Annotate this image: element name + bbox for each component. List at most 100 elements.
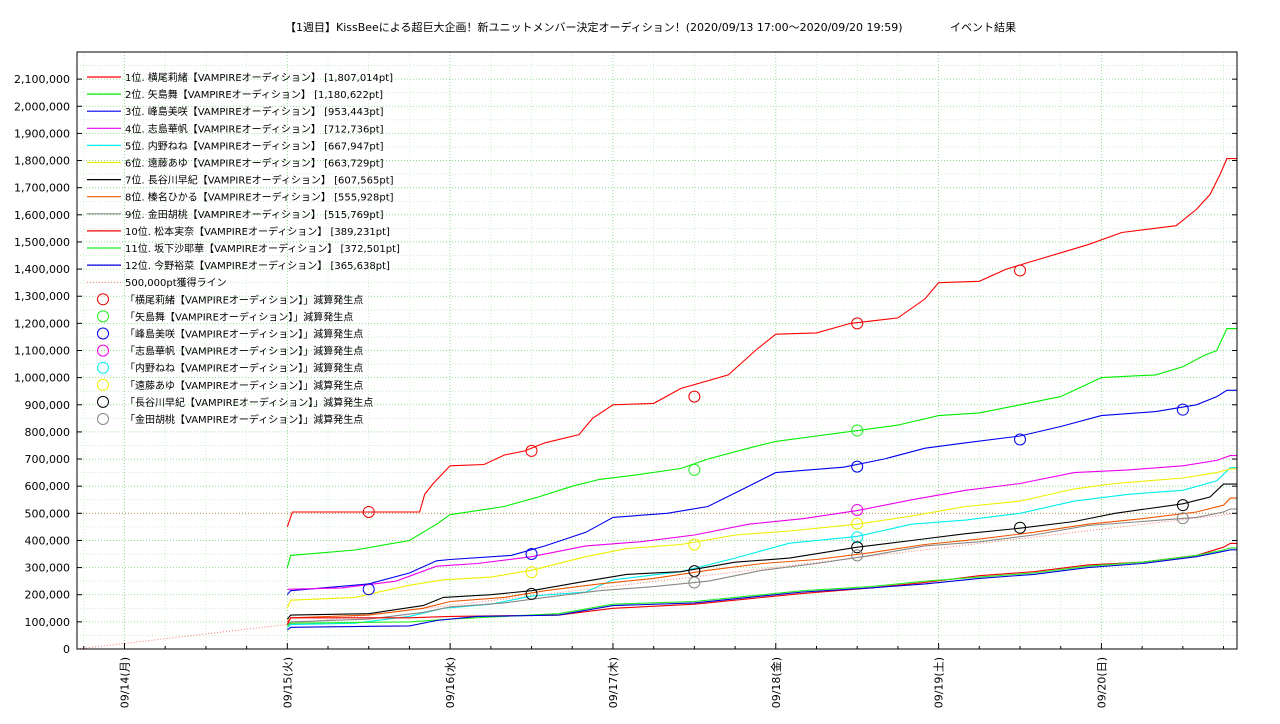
x-tick-label: 09/18(金) [769,657,783,708]
legend-label-5: 5位. 内野ねね【VAMPIREオーディション】 [667,947pt] [125,139,384,152]
deduction-marker-1 [362,505,375,518]
legend-label-6: 6位. 遠藤あゆ【VAMPIREオーディション】 [663,729pt] [125,157,384,170]
y-tick-label: 1,700,000 [14,182,70,195]
y-tick-label: 0 [63,643,70,656]
y-tick-label: 1,600,000 [14,209,70,222]
axes: 0 100,000 200,000 300,000 400,000 500,000 600,… [14,51,1238,708]
legend-label-target: 500,000pt獲得ライン [125,276,227,289]
series-line-4 [287,455,1237,590]
y-tick-label: 700,000 [25,453,71,466]
deduction-marker-3 [1176,403,1189,416]
grid [77,52,1237,649]
y-tick-label: 1,000,000 [14,372,70,385]
x-tick-label: 09/19(土) [933,657,946,708]
plot-frame [76,51,1238,650]
x-tick-label: 09/17(木) [607,657,620,708]
deduction-marker-7 [1176,499,1189,512]
legend-marker-4 [97,344,109,357]
legend-marker-label-1: 「横尾莉緒【VAMPIREオーディション】」減算発生点 [125,293,363,306]
series-lines [286,158,1237,631]
deduction-marker-3 [851,460,864,473]
legend: 1位. 横尾莉緒【VAMPIREオーディション】 [1,807,014pt] 2位… [87,71,400,426]
legend-marker-3 [97,327,109,340]
legend-label-2: 2位. 矢島舞【VAMPIREオーディション】 [1,180,622pt] [125,88,383,101]
series-line-9 [286,508,1237,626]
y-tick-label: 1,100,000 [14,345,70,358]
deduction-marker-3 [525,548,538,561]
legend-marker-label-6: 「遠藤あゆ【VAMPIREオーディション】」減算発生点 [125,379,363,392]
y-tick-label: 1,300,000 [14,290,70,303]
deduction-marker-3 [1014,433,1027,446]
series-line-1 [286,158,1237,528]
y-tick-label: 100,000 [25,616,71,629]
x-tick-label: 09/14(月) [118,657,131,708]
deduction-marker-3 [362,583,375,596]
deduction-marker-6 [525,566,538,579]
legend-label-4: 4位. 志島華帆【VAMPIREオーディション】 [712,736pt] [125,122,384,135]
y-tick-label: 200,000 [25,589,71,602]
chart-title: 【1週目】KissBeeによる超巨大企画！新ユニットメンバー決定オーディション！… [285,20,903,34]
deduction-marker-4 [851,504,864,517]
y-tick-label: 300,000 [25,562,71,575]
deduction-marker-2 [851,424,864,437]
legend-label-3: 3位. 峰島美咲【VAMPIREオーディション】 [953,443pt] [125,105,384,118]
deduction-marker-5 [851,531,864,544]
deduction-marker-1 [1014,264,1027,277]
legend-marker-5 [97,361,109,374]
legend-marker-7 [97,395,109,408]
series-line-6 [286,468,1237,609]
legend-marker-8 [97,413,109,425]
legend-label-8: 8位. 榛名ひかる【VAMPIREオーディション】 [555,928pt] [125,191,394,204]
deduction-marker-1 [688,390,701,403]
deduction-markers [362,264,1189,600]
y-tick-label: 2,000,000 [14,100,70,113]
y-tick-label: 1,400,000 [14,263,70,276]
series-line-3 [286,389,1237,596]
series-line-2 [286,328,1237,568]
y-tick-label: 600,000 [25,480,71,493]
legend-label-1: 1位. 横尾莉緒【VAMPIREオーディション】 [1,807,014pt] [125,71,393,84]
y-tick-label: 1,800,000 [14,155,70,168]
y-tick-label: 1,900,000 [14,127,70,140]
legend-marker-1 [97,293,109,306]
deduction-marker-7 [851,541,864,554]
y-tick-label: 400,000 [25,534,71,547]
chart-subtitle: イベント結果 [950,20,1016,34]
y-tick-label: 800,000 [25,426,71,439]
y-tick-label: 1,500,000 [14,236,70,249]
legend-label-7: 7位. 長谷川早紀【VAMPIREオーディション】 [607,565pt] [125,174,394,187]
y-tick-label: 500,000 [25,507,71,520]
legend-marker-label-4: 「志島華帆【VAMPIREオーディション】」減算発生点 [125,345,363,358]
series-line-7 [286,483,1237,620]
legend-marker-label-8: 「金田胡桃【VAMPIREオーディション】」減算発生点 [125,413,363,426]
y-tick-label: 2,100,000 [14,73,70,86]
y-tick-label: 900,000 [25,399,71,412]
target-line-group [76,512,1238,650]
legend-marker-label-5: 「内野ねね【VAMPIREオーディション】」減算発生点 [125,362,363,375]
series-line-5 [286,467,1237,628]
series-line-8 [286,497,1237,623]
legend-label-9: 9位. 金田胡桃【VAMPIREオーディション】 [515,769pt] [125,208,384,221]
deduction-marker-2 [688,463,701,476]
deduction-marker-7 [1014,521,1027,534]
series-line-12 [286,549,1237,631]
x-tick-label: 09/15(火) [281,657,294,708]
legend-marker-label-3: 「峰島美咲【VAMPIREオーディション】」減算発生点 [125,328,363,341]
deduction-marker-8 [688,576,701,589]
x-tick-label: 09/20(日) [1095,657,1108,708]
deduction-marker-6 [851,517,864,530]
y-tick-label: 1,200,000 [14,317,70,330]
legend-label-10: 10位. 松本実奈【VAMPIREオーディション】 [389,231pt] [125,225,390,238]
legend-marker-6 [97,378,109,391]
legend-marker-2 [97,310,109,323]
deduction-marker-1 [851,317,864,330]
deduction-marker-6 [688,538,701,551]
legend-label-11: 11位. 坂下沙耶華【VAMPIREオーディション】 [372,501pt] [125,242,400,255]
legend-marker-label-7: 「長谷川早紀【VAMPIREオーディション】」減算発生点 [125,396,373,409]
deduction-marker-8 [851,549,864,562]
deduction-marker-8 [1176,512,1189,525]
legend-label-12: 12位. 今野裕菜【VAMPIREオーディション】 [365,638pt] [125,259,390,272]
deduction-marker-1 [525,444,538,457]
